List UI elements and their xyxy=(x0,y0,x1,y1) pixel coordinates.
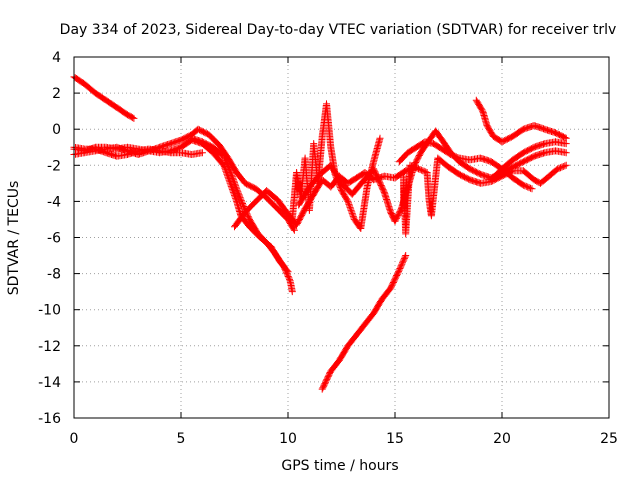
series-arc-i xyxy=(318,252,410,393)
series-arc-k xyxy=(400,154,570,238)
y-tick-label: -6 xyxy=(47,231,61,247)
y-tick-label: -8 xyxy=(47,267,61,283)
y-axis-label: SDTVAR / TECUs xyxy=(6,181,22,296)
data-points xyxy=(70,73,570,393)
x-tick-label: 15 xyxy=(386,431,404,447)
x-axis-label: GPS time / hours xyxy=(281,458,398,474)
y-tick-label: -16 xyxy=(38,411,61,427)
y-tick-label: 0 xyxy=(52,122,61,138)
series-arc-l xyxy=(472,96,570,146)
y-tick-label: -12 xyxy=(38,339,61,355)
grid xyxy=(74,57,609,418)
y-tick-labels: 4 2 0 -2 -4 -6 -8 -10 -12 -14 -16 xyxy=(38,50,61,427)
x-tick-label: 10 xyxy=(279,431,297,447)
marker-trace xyxy=(188,134,296,296)
x-tick-label: 5 xyxy=(177,431,186,447)
y-tick-label: -10 xyxy=(38,303,61,319)
y-tick-label: -2 xyxy=(47,158,61,174)
marker-trace xyxy=(400,154,570,238)
y-tick-label: 4 xyxy=(52,50,61,66)
y-tick-label: -14 xyxy=(38,375,61,391)
y-tick-label: -4 xyxy=(47,194,61,210)
x-tick-label: 20 xyxy=(493,431,511,447)
y-tick-label: 2 xyxy=(52,86,61,102)
series-arc-m xyxy=(487,138,570,184)
series-arc-e xyxy=(188,134,296,296)
chart-title: Day 334 of 2023, Sidereal Day-to-day VTE… xyxy=(60,22,617,38)
marker-trace xyxy=(318,252,410,393)
tick-marks xyxy=(73,56,610,419)
marker-trace xyxy=(472,96,570,146)
x-tick-label: 0 xyxy=(70,431,79,447)
x-tick-label: 25 xyxy=(600,431,618,447)
x-tick-labels: 0 5 10 15 20 25 xyxy=(70,431,618,447)
marker-trace xyxy=(487,138,570,184)
